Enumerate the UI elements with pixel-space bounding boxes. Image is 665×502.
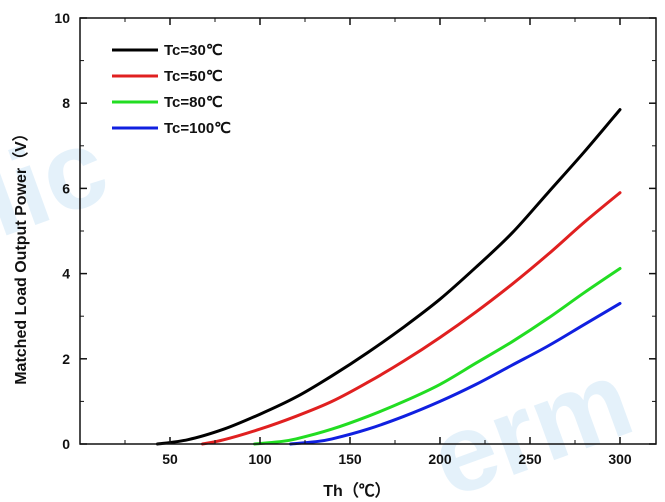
legend-label-3: Tc=80℃ (164, 94, 223, 111)
series-line-3 (253, 267, 622, 446)
y-tick-label: 0 (62, 436, 70, 452)
plot-area (155, 108, 622, 446)
x-axis-title: Th（℃） (323, 482, 391, 500)
legend-label-4: Tc=100℃ (164, 120, 231, 137)
axes: 50 100 150 200 250 300 0 2 4 6 8 10 (54, 10, 657, 467)
legend-label-1: Tc=30℃ (164, 42, 223, 59)
series-line-4 (289, 301, 622, 446)
y-tick-label: 4 (62, 266, 70, 282)
y-axis-title: Matched Load Output Power（V） (12, 125, 30, 385)
y-tick-label: 6 (62, 180, 70, 196)
x-tick-label: 300 (608, 451, 632, 467)
x-tick-label: 50 (162, 451, 178, 467)
y-tick-label: 10 (54, 10, 70, 26)
watermark-text: erm (415, 336, 647, 502)
series-line-2 (200, 191, 622, 446)
y-tick-label: 8 (62, 95, 70, 111)
legend: Tc=30℃ Tc=50℃ Tc=80℃ Tc=100℃ (112, 42, 231, 137)
series-line-1 (155, 108, 622, 446)
legend-label-2: Tc=50℃ (164, 68, 223, 85)
x-tick-label: 100 (248, 451, 272, 467)
x-tick-label: 200 (428, 451, 452, 467)
x-tick-label: 150 (338, 451, 362, 467)
x-tick-label: 250 (518, 451, 542, 467)
y-tick-label: 2 (62, 351, 70, 367)
